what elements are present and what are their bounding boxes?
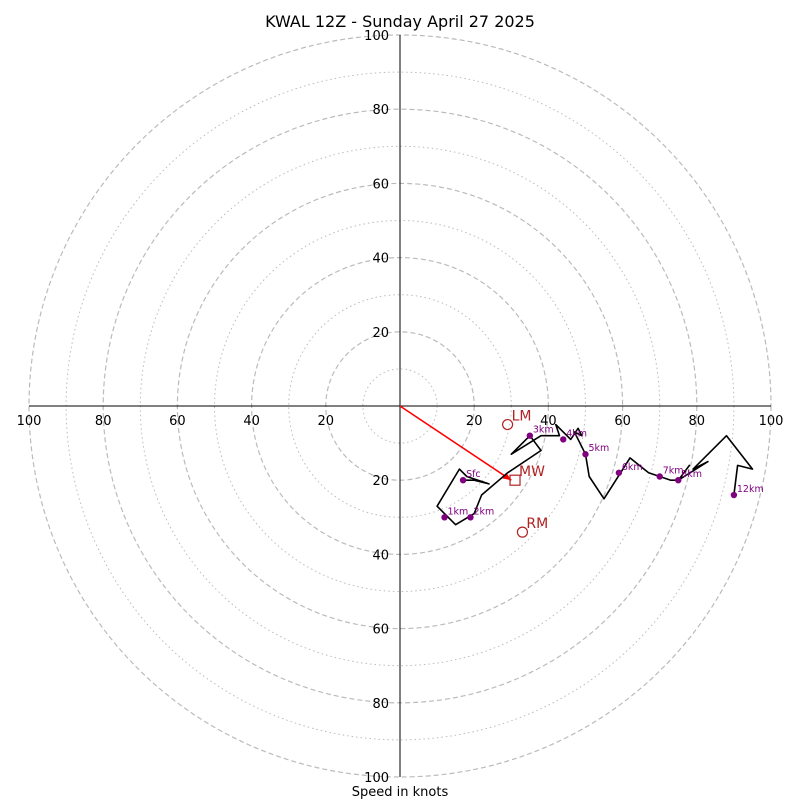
hodograph-trace [436,423,754,526]
x-tick-label: 80 [95,414,112,429]
y-tick-label: 80 [372,103,389,118]
height-marker-dot [467,514,474,521]
height-marker-label: 1km [448,506,469,517]
y-tick-label: 40 [372,548,389,563]
hodograph-line [436,423,754,526]
storm-marker-square [509,474,521,486]
x-tick-label: 40 [243,414,260,429]
x-tick-label: 20 [466,414,483,429]
y-tick-label: 100 [364,771,389,786]
x-tick-label: 100 [17,414,42,429]
x-tick-label: 40 [540,414,557,429]
y-tick-label: 60 [372,623,389,638]
chart-title: KWAL 12Z - Sunday April 27 2025 [265,12,535,31]
height-marker-dot [656,473,663,480]
x-tick-label: 80 [689,414,706,429]
x-tick-label: 100 [759,414,784,429]
axis-tick-labels: 100 100 80 80 60 60 40 40 20 20 20 20 40 40 60 60 80 80 10… [17,29,784,786]
y-tick-label: 20 [372,326,389,341]
y-tick-label: 80 [372,697,389,712]
height-marker-label: Sfc [466,469,481,480]
height-marker-dot [441,514,448,521]
x-tick-label: 60 [614,414,631,429]
height-marker-dot [730,491,738,499]
y-tick-label: 40 [372,252,389,267]
height-marker-dot [582,451,589,458]
height-marker-label: 5km [589,443,610,454]
storm-marker-label: LM [512,409,532,425]
y-tick-label: 60 [372,177,389,192]
height-marker-dot [459,477,467,484]
height-marker-dot [615,469,623,476]
x-axis-label: Speed in knots [352,785,449,800]
height-marker-label: 6km [622,462,643,473]
height-marker-label: 3km [533,425,554,436]
storm-marker-circle [516,526,529,538]
y-tick-label: 20 [372,474,389,489]
y-tick-label: 100 [364,29,389,44]
mean-wind-arrowhead [502,472,512,481]
mean-wind-line [399,405,512,481]
storm-motion-markers: LM MW RM [501,409,548,538]
height-marker-dot [560,436,567,443]
height-marker-label: 2km [473,506,494,517]
height-marker-label: 8km [681,469,702,480]
storm-marker-label: MW [519,464,545,480]
height-marker-dot [526,432,534,439]
height-marker-dot [675,477,682,484]
height-marker-label: 12km [737,484,764,495]
height-marker-label: 7km [663,465,684,476]
x-tick-label: 60 [169,414,186,429]
storm-marker-circle [501,418,514,431]
storm-marker-label: RM [526,516,548,532]
x-tick-label: 20 [318,414,335,429]
mean-wind-vector [399,405,512,481]
height-marker-label: 4km [566,428,587,439]
